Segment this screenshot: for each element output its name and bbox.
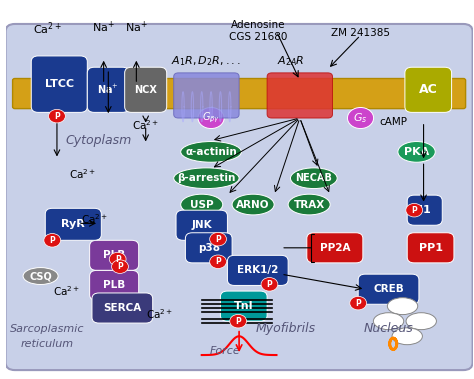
Text: P: P: [266, 280, 273, 289]
Text: Na$^{+}$: Na$^{+}$: [98, 83, 119, 96]
Text: Ca$^{2+}$: Ca$^{2+}$: [146, 307, 173, 321]
Circle shape: [210, 255, 227, 268]
Circle shape: [350, 296, 366, 310]
FancyBboxPatch shape: [220, 291, 267, 321]
Text: Ca$^{2+}$: Ca$^{2+}$: [69, 168, 96, 181]
Text: ZM 241385: ZM 241385: [331, 28, 390, 38]
Text: PP1: PP1: [419, 243, 443, 253]
FancyBboxPatch shape: [407, 233, 454, 263]
Text: PKA: PKA: [404, 147, 429, 157]
Text: P: P: [54, 112, 60, 121]
Ellipse shape: [291, 168, 337, 189]
Text: $A_1R, D_2R,...$: $A_1R, D_2R,...$: [172, 54, 241, 68]
Text: PLB: PLB: [103, 280, 125, 290]
FancyBboxPatch shape: [228, 255, 288, 285]
Text: Cytoplasm: Cytoplasm: [66, 134, 132, 147]
Text: Myofibrils: Myofibrils: [256, 322, 316, 335]
Text: P: P: [356, 299, 361, 308]
Text: Ca$^{2+}$: Ca$^{2+}$: [132, 119, 159, 132]
Ellipse shape: [392, 328, 422, 345]
Text: P: P: [215, 257, 221, 266]
Circle shape: [198, 108, 224, 128]
FancyBboxPatch shape: [173, 73, 239, 118]
FancyBboxPatch shape: [405, 67, 452, 113]
Circle shape: [210, 232, 227, 246]
Ellipse shape: [173, 168, 239, 189]
Text: TnI: TnI: [234, 301, 254, 311]
Text: Na$^{+}$: Na$^{+}$: [92, 20, 115, 36]
FancyBboxPatch shape: [31, 56, 87, 113]
Text: Nucleus: Nucleus: [364, 322, 413, 335]
FancyBboxPatch shape: [6, 24, 473, 370]
FancyBboxPatch shape: [185, 233, 232, 263]
Text: RyR: RyR: [62, 219, 85, 229]
FancyBboxPatch shape: [125, 67, 167, 113]
Text: CSQ: CSQ: [29, 271, 52, 281]
Text: CREB: CREB: [373, 284, 404, 294]
Ellipse shape: [232, 194, 274, 215]
Text: AC: AC: [419, 83, 438, 96]
FancyBboxPatch shape: [92, 293, 153, 323]
Ellipse shape: [398, 141, 435, 162]
Circle shape: [261, 277, 278, 291]
Ellipse shape: [288, 194, 330, 215]
Circle shape: [48, 110, 65, 123]
Text: TRAX: TRAX: [293, 200, 325, 210]
FancyBboxPatch shape: [267, 73, 332, 118]
Text: SERCA: SERCA: [103, 303, 141, 313]
Text: LTCC: LTCC: [45, 79, 74, 89]
Circle shape: [109, 252, 126, 266]
Ellipse shape: [406, 313, 437, 330]
Text: Ca$^{2+}$: Ca$^{2+}$: [33, 20, 62, 37]
Text: ERK1/2: ERK1/2: [237, 265, 278, 276]
Text: P: P: [117, 262, 123, 271]
Text: NCX: NCX: [134, 85, 157, 95]
FancyBboxPatch shape: [307, 233, 363, 263]
Text: ARNO: ARNO: [237, 200, 270, 210]
FancyBboxPatch shape: [87, 67, 129, 113]
FancyBboxPatch shape: [90, 240, 139, 270]
Circle shape: [347, 108, 374, 128]
Ellipse shape: [23, 268, 58, 285]
Text: NECAB: NECAB: [295, 173, 332, 183]
Circle shape: [230, 315, 246, 328]
Text: β-arrestin: β-arrestin: [177, 173, 236, 183]
FancyBboxPatch shape: [358, 274, 419, 304]
FancyBboxPatch shape: [90, 270, 139, 301]
Text: Na$^{+}$: Na$^{+}$: [125, 20, 148, 36]
Text: P: P: [411, 206, 417, 215]
Circle shape: [111, 260, 128, 273]
Text: $G_s$: $G_s$: [353, 111, 368, 125]
Text: Adenosine
CGS 21680: Adenosine CGS 21680: [228, 20, 287, 42]
Text: reticulum: reticulum: [21, 339, 74, 349]
Text: Force: Force: [210, 346, 240, 356]
Text: P: P: [49, 236, 55, 245]
Text: I1: I1: [419, 205, 430, 215]
Ellipse shape: [181, 141, 241, 162]
Text: $A_{2A}R$: $A_{2A}R$: [277, 54, 304, 68]
Text: P: P: [115, 255, 120, 264]
Circle shape: [44, 233, 61, 247]
Text: JNK: JNK: [191, 220, 212, 230]
Text: Ca$^{2+}$: Ca$^{2+}$: [81, 213, 108, 227]
Text: p38: p38: [198, 243, 220, 253]
Text: α-actinin: α-actinin: [185, 147, 237, 157]
Text: PP2A: PP2A: [319, 243, 350, 253]
Text: P: P: [235, 317, 241, 326]
Ellipse shape: [181, 194, 223, 215]
Circle shape: [406, 204, 423, 217]
FancyBboxPatch shape: [46, 208, 101, 240]
Text: $G_{\beta\gamma}$: $G_{\beta\gamma}$: [202, 111, 220, 125]
Text: PLB: PLB: [103, 251, 125, 260]
Text: cAMP: cAMP: [379, 117, 407, 127]
Ellipse shape: [374, 313, 404, 330]
Text: Ca$^{2+}$: Ca$^{2+}$: [53, 284, 80, 298]
Text: Sarcoplasmic: Sarcoplasmic: [10, 324, 85, 334]
FancyBboxPatch shape: [407, 195, 442, 225]
Ellipse shape: [387, 298, 418, 315]
Text: USP: USP: [190, 200, 214, 210]
FancyBboxPatch shape: [13, 78, 465, 109]
Text: P: P: [215, 235, 221, 244]
FancyBboxPatch shape: [176, 210, 228, 240]
